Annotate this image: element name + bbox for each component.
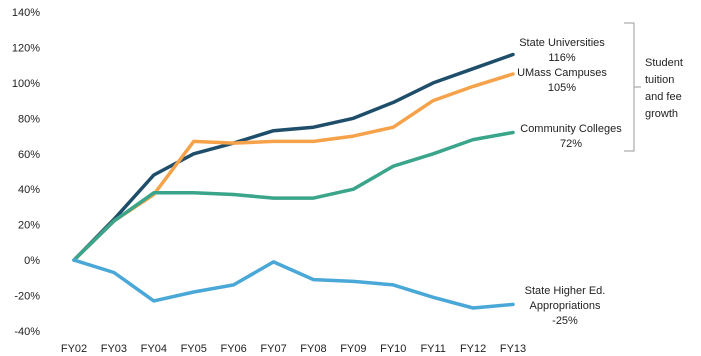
tuition-bracket <box>624 22 641 152</box>
label-community-colleges-name: Community Colleges <box>520 123 622 135</box>
label-state-appropriations: State Higher Ed. Appropriations -25% <box>525 285 606 327</box>
y-tick-label: 80% <box>18 113 40 125</box>
x-tick-label: FY05 <box>181 343 207 355</box>
x-tick-label: FY12 <box>460 343 486 355</box>
series-line-state-higher-ed-appropriations <box>72 258 515 310</box>
x-tick-label: FY13 <box>500 343 526 355</box>
x-tick-label: FY11 <box>420 343 445 355</box>
y-tick-label: 60% <box>18 149 40 161</box>
bracket-label-line3: and fee <box>645 91 682 103</box>
label-community-colleges-value: 72% <box>560 138 582 150</box>
x-tick-label: FY07 <box>260 343 286 355</box>
y-tick-label: 20% <box>18 220 40 232</box>
y-axis-ticks: -40% -20% 0% 20% 40% 60% 80% 100% 120% 140% <box>12 7 40 338</box>
label-state-appropriations-value: -25% <box>552 315 578 327</box>
x-tick-label: FY03 <box>101 343 127 355</box>
label-state-universities-value: 116% <box>548 52 576 64</box>
y-tick-label: 140% <box>12 7 40 19</box>
series-line-community-colleges <box>72 130 515 262</box>
y-tick-label: 40% <box>18 184 40 196</box>
bracket-label-line2: tuition <box>645 74 674 86</box>
x-tick-label: FY02 <box>61 343 87 355</box>
y-tick-label: -20% <box>14 291 40 303</box>
bracket-label-line1: Student <box>645 57 683 69</box>
y-tick-label: 0% <box>24 255 40 267</box>
x-tick-label: FY09 <box>340 343 366 355</box>
x-tick-label: FY06 <box>220 343 246 355</box>
label-community-colleges: Community Colleges 72% <box>520 123 622 150</box>
x-tick-label: FY08 <box>300 343 326 355</box>
label-umass-campuses-name: UMass Campuses <box>517 67 607 79</box>
label-state-appropriations-line2: Appropriations <box>530 300 601 312</box>
series-line-state-universities <box>72 52 515 262</box>
bracket-label: Student tuition and fee growth <box>645 57 683 120</box>
label-state-appropriations-line1: State Higher Ed. <box>525 285 606 297</box>
y-tick-label: -40% <box>14 326 40 338</box>
label-state-universities-name: State Universities <box>519 37 605 49</box>
bracket-label-line4: growth <box>645 108 678 120</box>
x-tick-label: FY04 <box>141 343 167 355</box>
series-line-umass-campuses <box>72 72 515 262</box>
x-tick-label: FY10 <box>380 343 406 355</box>
label-state-universities: State Universities 116% <box>519 37 605 64</box>
label-umass-campuses-value: 105% <box>548 82 576 94</box>
y-tick-label: 120% <box>12 42 40 54</box>
x-axis-ticks: FY02 FY03 FY04 FY05 FY06 FY07 FY08 FY09 FY10 FY11… <box>61 343 526 355</box>
series-lines <box>72 52 515 310</box>
y-tick-label: 100% <box>12 78 40 90</box>
label-umass-campuses: UMass Campuses 105% <box>517 67 607 94</box>
